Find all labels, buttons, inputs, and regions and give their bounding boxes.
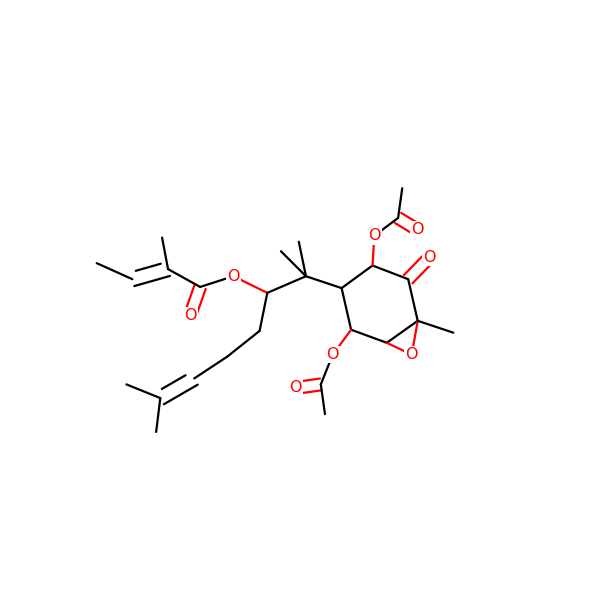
Text: O: O: [326, 347, 339, 362]
Text: O: O: [424, 250, 436, 265]
Text: O: O: [289, 380, 301, 395]
Text: O: O: [368, 229, 380, 244]
Text: O: O: [227, 269, 239, 284]
Text: O: O: [184, 308, 196, 323]
Text: O: O: [412, 223, 424, 238]
Text: O: O: [406, 347, 418, 362]
